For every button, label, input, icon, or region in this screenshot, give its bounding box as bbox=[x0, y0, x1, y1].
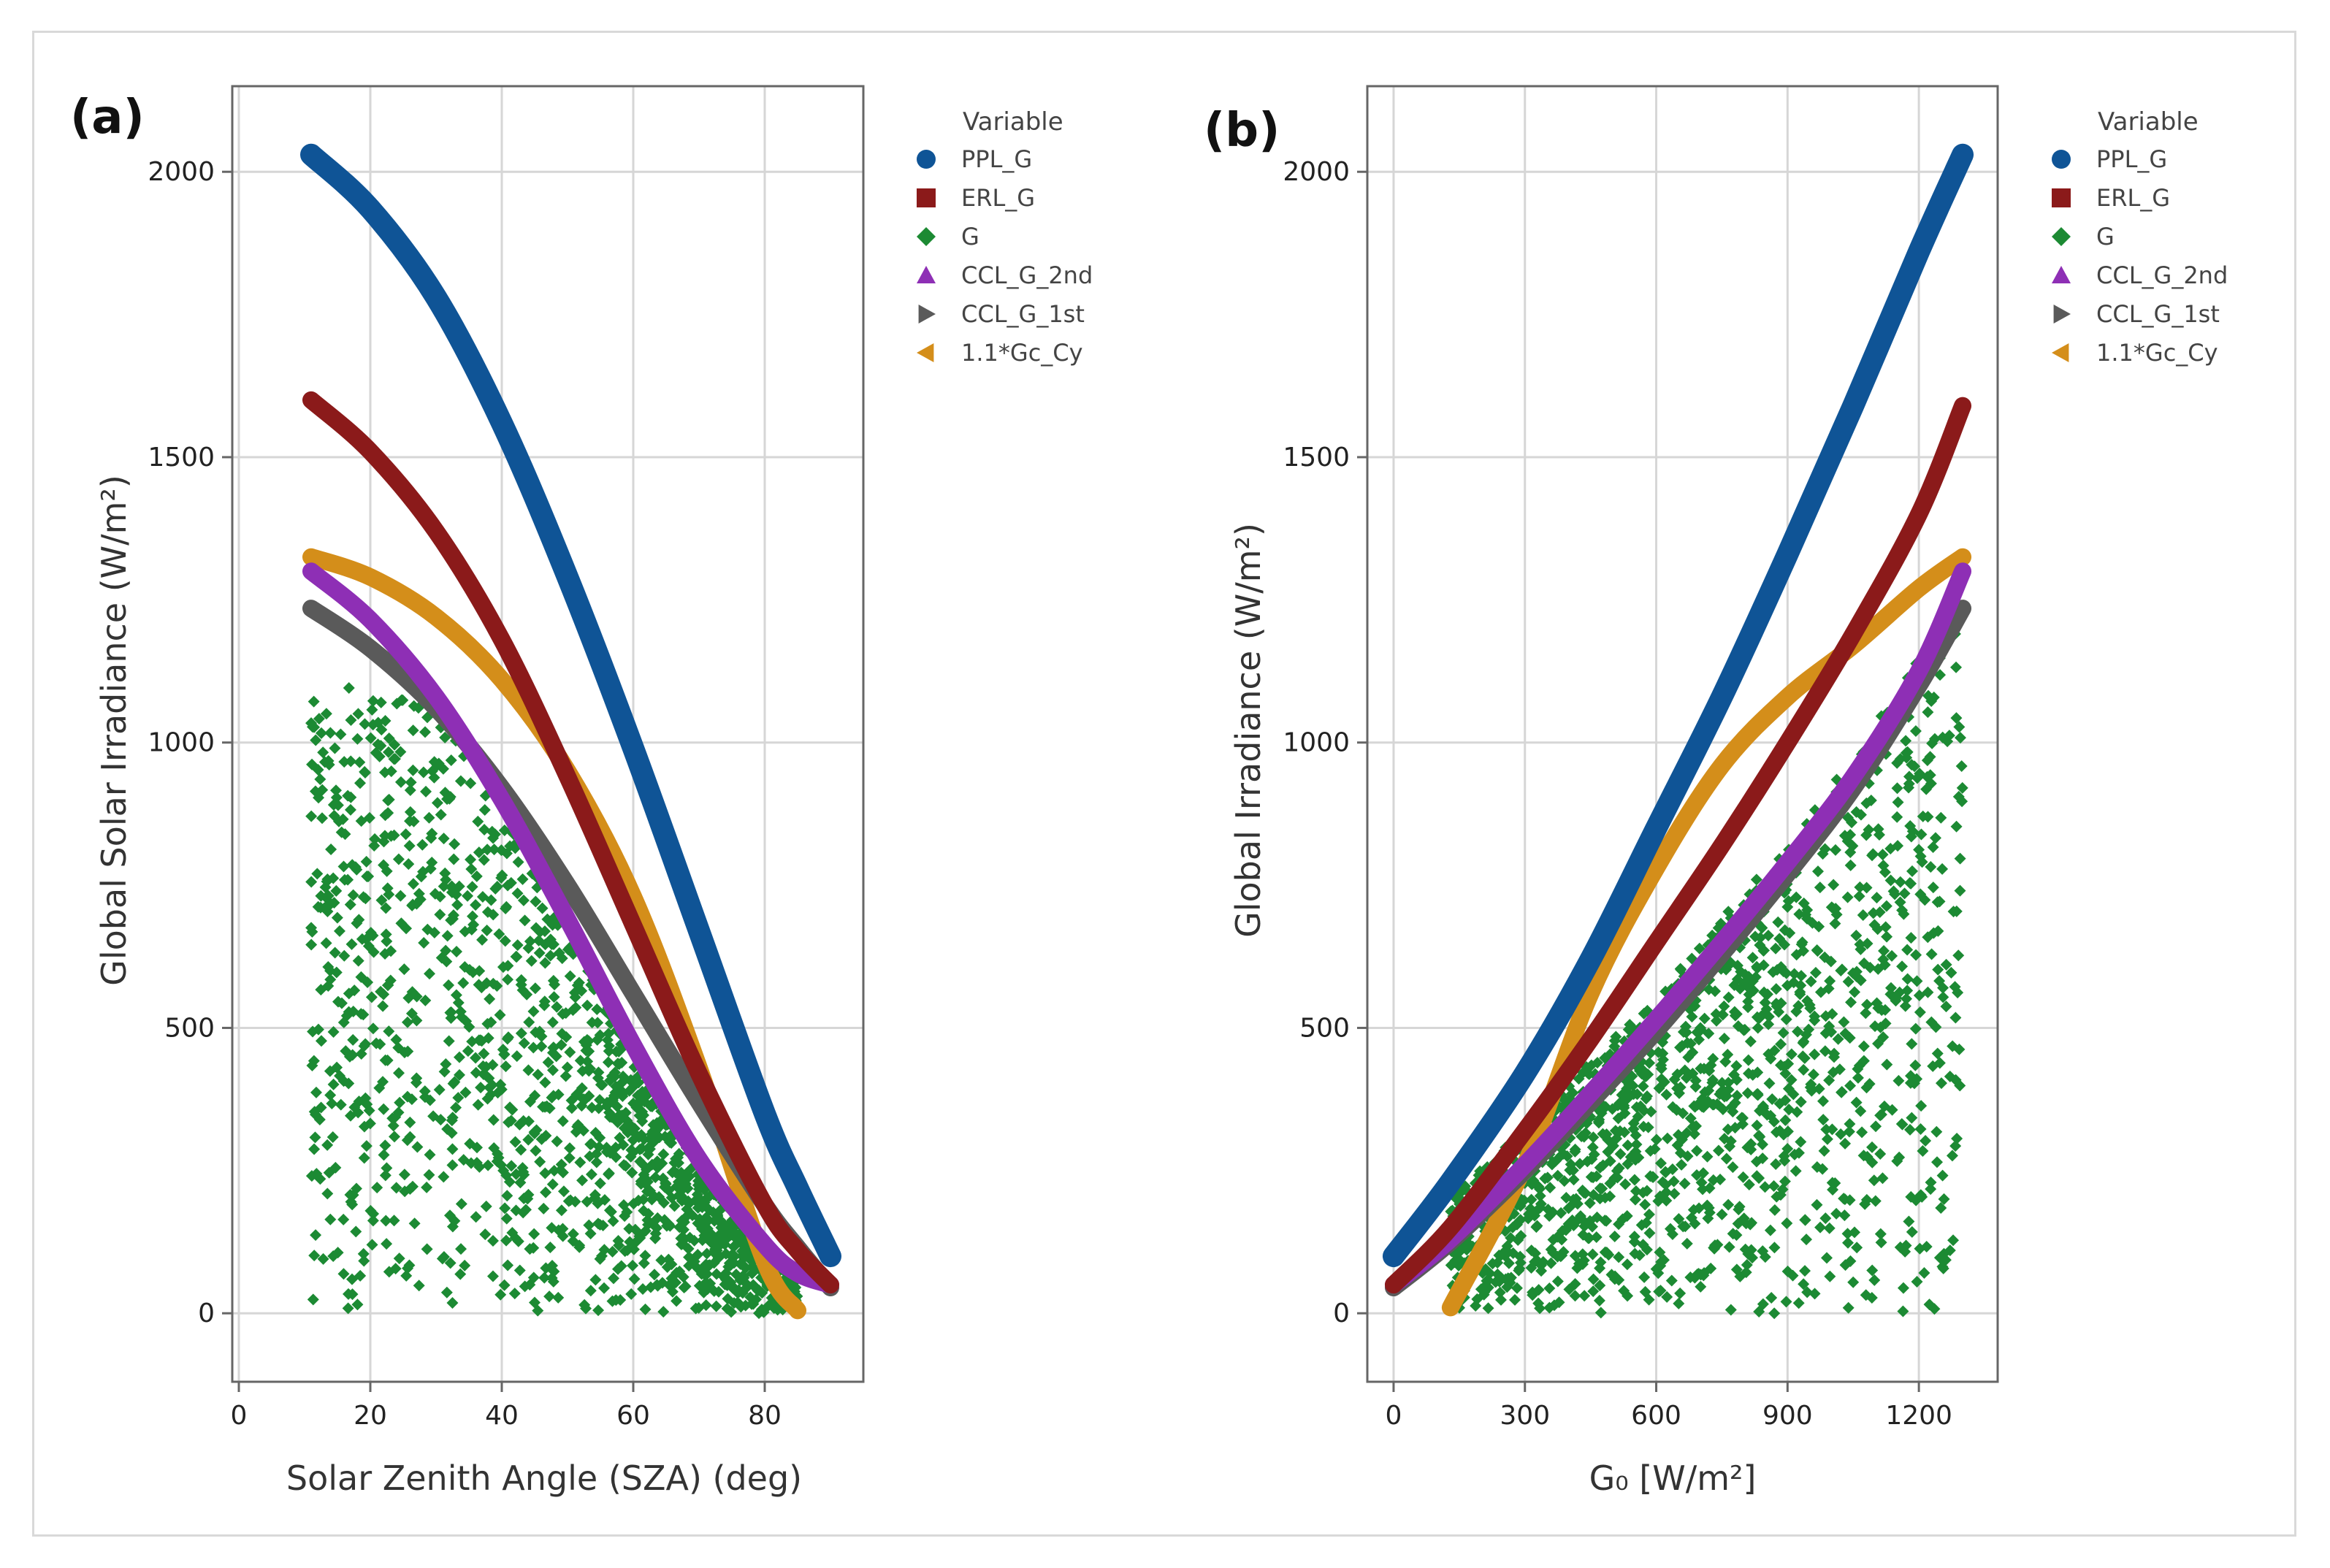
y-tick-label-a-2: 1000 bbox=[148, 728, 215, 758]
x-tick-label-b-3: 900 bbox=[1762, 1401, 1813, 1431]
legend-label-b-ccl-g-2nd: CCL_G_2nd bbox=[2096, 261, 2228, 289]
legend-b: Variable PPL_G ERL_G G CCL_G_2nd CCL_G_1st 1.… bbox=[2052, 107, 2228, 367]
series-line-b-ccl-g-2nd bbox=[1384, 562, 1972, 1294]
legend-marker-b-1-1-gc-cy bbox=[2052, 343, 2069, 362]
series-line-b-erl-g bbox=[1384, 397, 1972, 1294]
g-observation-cloud-a bbox=[305, 681, 803, 1320]
legend-label-b-erl-g: ERL_G bbox=[2096, 184, 2170, 212]
series-line-a-erl-g bbox=[302, 391, 839, 1294]
x-tick-label-b-0: 0 bbox=[1386, 1401, 1402, 1431]
x-tick-label-a-1: 20 bbox=[354, 1401, 387, 1431]
series-b bbox=[1382, 143, 1974, 1317]
ticks-a: 0 20 40 60 80 0 500 1000 1500 2000 bbox=[148, 157, 782, 1431]
y-tick-label-a-1: 500 bbox=[164, 1013, 215, 1043]
x-tick-label-a-0: 0 bbox=[231, 1401, 248, 1431]
x-tick-label-b-2: 600 bbox=[1631, 1401, 1681, 1431]
legend-label-a-g: G bbox=[961, 223, 979, 251]
legend-marker-b-ccl-g-1st bbox=[2053, 305, 2071, 324]
series-line-b-ppl-g bbox=[1382, 143, 1974, 1268]
legend-marker-a-ccl-g-1st bbox=[918, 305, 936, 324]
x-tick-label-a-4: 80 bbox=[748, 1401, 782, 1431]
series-line-a-ppl-g bbox=[300, 143, 841, 1268]
legend-title-a: Variable bbox=[963, 107, 1063, 137]
series-line-a-ccl-g-2nd bbox=[302, 562, 839, 1294]
x-tick-label-a-2: 40 bbox=[485, 1401, 519, 1431]
plot-border-a bbox=[231, 85, 865, 1383]
legend-marker-a-ccl-g-2nd bbox=[917, 266, 936, 284]
legend-a: Variable PPL_G ERL_G G CCL_G_2nd CCL_G_1st 1.… bbox=[917, 107, 1093, 367]
ticks-b: 0 300 600 900 1200 0 500 1000 1500 2000 bbox=[1283, 157, 1952, 1431]
y-axis-title-a: Global Solar Irradiance (W/m²) bbox=[94, 475, 134, 986]
legend-marker-a-ppl-g bbox=[917, 150, 936, 169]
legend-marker-b-ppl-g bbox=[2052, 150, 2071, 169]
legend-marker-a-g bbox=[917, 227, 936, 246]
y-tick-label-a-3: 1500 bbox=[148, 443, 215, 473]
scatter-g-a bbox=[305, 681, 803, 1320]
legend-label-b-ccl-g-1st: CCL_G_1st bbox=[2096, 300, 2220, 328]
x-tick-label-b-1: 300 bbox=[1500, 1401, 1550, 1431]
y-tick-label-a-0: 0 bbox=[198, 1299, 215, 1328]
legend-marker-b-erl-g bbox=[2052, 188, 2071, 207]
legend-marker-b-g bbox=[2052, 227, 2071, 246]
legend-label-a-erl-g: ERL_G bbox=[961, 184, 1035, 212]
panel-label-a: (a) bbox=[70, 91, 145, 145]
panel-a: (a) 0 20 40 60 80 0 500 1000 1500 2000 Solar Zeni… bbox=[70, 85, 1093, 1498]
y-tick-label-a-4: 2000 bbox=[148, 157, 215, 187]
x-tick-label-b-4: 1200 bbox=[1885, 1401, 1952, 1431]
legend-title-b: Variable bbox=[2098, 107, 2199, 137]
y-tick-label-b-3: 1500 bbox=[1283, 443, 1350, 473]
legend-label-b-1-1-gc-cy: 1.1*Gc_Cy bbox=[2096, 339, 2218, 367]
panel-label-b: (b) bbox=[1204, 104, 1280, 158]
y-tick-label-b-1: 500 bbox=[1299, 1013, 1350, 1043]
x-tick-label-a-3: 60 bbox=[616, 1401, 650, 1431]
panel-b: (b) 0 300 600 900 1200 0 500 1000 1500 2000 G₀ [W… bbox=[1204, 85, 2228, 1498]
legend-marker-a-erl-g bbox=[917, 188, 936, 207]
x-axis-title-a: Solar Zenith Angle (SZA) (deg) bbox=[286, 1458, 802, 1498]
plot-border-b bbox=[1366, 85, 1999, 1383]
x-axis-title-b: G₀ [W/m²] bbox=[1589, 1458, 1757, 1498]
legend-marker-a-1-1-gc-cy bbox=[917, 343, 934, 362]
legend-label-b-g: G bbox=[2096, 223, 2115, 251]
legend-marker-b-ccl-g-2nd bbox=[2052, 266, 2071, 284]
y-tick-label-b-2: 1000 bbox=[1283, 728, 1350, 758]
legend-label-a-ccl-g-2nd: CCL_G_2nd bbox=[961, 261, 1093, 289]
series-a bbox=[300, 143, 841, 1320]
y-tick-label-b-0: 0 bbox=[1333, 1299, 1350, 1328]
legend-label-a-ccl-g-1st: CCL_G_1st bbox=[961, 300, 1085, 328]
legend-label-b-ppl-g: PPL_G bbox=[2096, 145, 2167, 173]
legend-label-a-ppl-g: PPL_G bbox=[961, 145, 1032, 173]
y-axis-title-b: Global Irradiance (W/m²) bbox=[1229, 523, 1268, 938]
legend-label-a-1-1-gc-cy: 1.1*Gc_Cy bbox=[961, 339, 1083, 367]
y-tick-label-b-4: 2000 bbox=[1283, 157, 1350, 187]
